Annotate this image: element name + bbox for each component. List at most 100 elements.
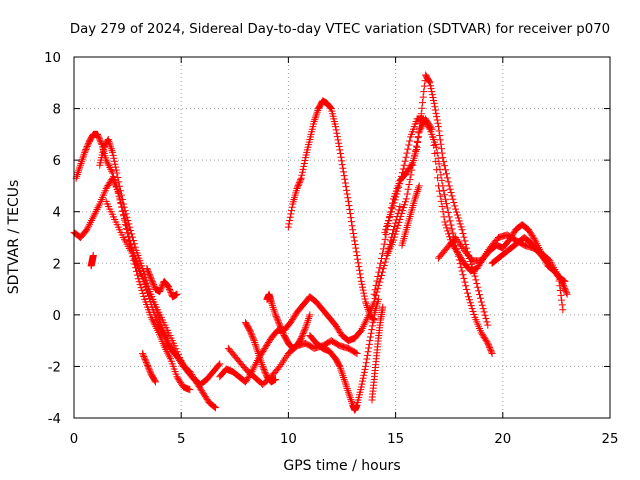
data-point-marker [358, 380, 366, 388]
data-point-marker [79, 154, 87, 162]
data-point-marker [118, 196, 126, 204]
data-point-marker [405, 180, 413, 188]
data-point-marker [397, 172, 405, 180]
data-point-marker [396, 215, 404, 223]
data-point-marker [171, 342, 179, 350]
data-point-marker [486, 344, 494, 352]
data-point-marker [399, 207, 407, 215]
data-point-marker [269, 303, 277, 311]
data-point-marker [419, 99, 427, 107]
data-point-marker [145, 366, 153, 374]
data-point-marker [338, 157, 346, 165]
data-point-marker [453, 211, 461, 219]
data-point-marker [437, 197, 445, 205]
data-point-marker [374, 273, 382, 281]
data-point-marker [340, 373, 348, 381]
data-point-marker [114, 173, 122, 181]
data-point-marker [357, 274, 365, 282]
data-point-marker [130, 240, 138, 248]
series-track-2 [70, 174, 194, 394]
data-point-marker [414, 133, 422, 141]
data-point-marker [442, 170, 450, 178]
data-point-marker [458, 226, 466, 234]
data-point-marker [270, 305, 278, 313]
data-point-marker [272, 312, 280, 320]
data-point-marker [149, 279, 157, 287]
data-point-marker [433, 166, 441, 174]
series-track-7 [143, 264, 181, 301]
data-point-marker [75, 165, 83, 173]
data-point-marker [129, 233, 137, 241]
data-point-marker [94, 130, 102, 138]
data-point-marker [298, 171, 306, 179]
data-point-marker [276, 321, 284, 329]
data-point-marker [359, 377, 367, 385]
data-point-marker [81, 148, 89, 156]
chart-title: Day 279 of 2024, Sidereal Day-to-day VTE… [70, 22, 610, 37]
data-point-marker [372, 281, 380, 289]
data-point-marker [117, 191, 125, 199]
data-point-marker [82, 145, 90, 153]
data-point-marker [367, 329, 375, 337]
data-point-marker [342, 381, 350, 389]
data-point-marker [445, 182, 453, 190]
data-point-marker [360, 289, 368, 297]
data-point-marker [83, 144, 91, 152]
data-point-marker [386, 211, 394, 219]
y-axis-label: SDTVAR / TECUs [6, 180, 22, 295]
data-point-marker [434, 123, 442, 131]
data-point-marker [401, 198, 409, 206]
data-point-marker [383, 222, 391, 230]
data-point-marker [461, 237, 469, 245]
data-point-marker [176, 354, 184, 362]
y-tick-label: 0 [53, 309, 61, 324]
data-point-marker [438, 176, 446, 184]
data-point-marker [456, 220, 464, 228]
data-point-marker [279, 329, 287, 337]
data-point-marker [261, 367, 269, 375]
data-point-marker [156, 286, 164, 294]
x-tick-label: 20 [494, 432, 511, 447]
data-point-marker [111, 160, 119, 168]
data-point-marker [415, 184, 423, 192]
data-point-marker [295, 180, 303, 188]
data-point-marker [339, 164, 347, 172]
data-point-marker [284, 223, 292, 231]
data-point-marker [404, 145, 412, 153]
data-point-marker [433, 116, 441, 124]
data-point-marker [449, 229, 457, 237]
data-point-marker [444, 178, 452, 186]
x-tick-label: 10 [280, 432, 297, 447]
data-point-marker [406, 137, 414, 145]
data-point-marker [338, 161, 346, 169]
data-point-marker [427, 85, 435, 93]
data-point-marker [436, 192, 444, 200]
data-point-marker [431, 106, 439, 114]
data-point-marker [379, 265, 387, 273]
x-tick-label: 15 [387, 432, 404, 447]
series-track-14 [284, 97, 378, 324]
data-point-marker [556, 287, 564, 295]
data-point-marker [561, 286, 569, 294]
data-point-marker [394, 221, 402, 229]
data-point-marker [261, 368, 269, 376]
y-tick-label: 2 [53, 257, 61, 272]
data-point-marker [405, 141, 413, 149]
data-point-marker [428, 125, 436, 133]
y-tick-label: 10 [44, 51, 61, 66]
data-point-marker [133, 261, 141, 269]
x-tick-label: 0 [70, 432, 78, 447]
y-tick-label: -4 [48, 412, 61, 427]
data-point-marker [362, 359, 370, 367]
data-point-marker [273, 314, 281, 322]
data-point-marker [273, 315, 281, 323]
data-point-marker [95, 135, 103, 143]
data-point-marker [452, 205, 460, 213]
data-point-marker [151, 377, 159, 385]
data-point-marker [134, 264, 142, 272]
data-point-marker [139, 350, 147, 358]
data-point-marker [336, 150, 344, 158]
data-point-marker [392, 227, 400, 235]
data-point-marker [272, 375, 280, 383]
